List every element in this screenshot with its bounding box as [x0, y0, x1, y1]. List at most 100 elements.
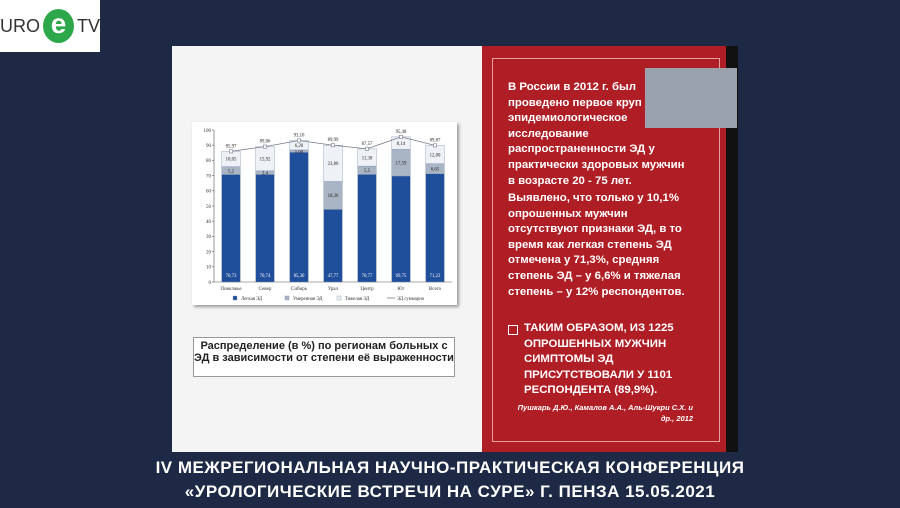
y-tick-label: 20: [206, 250, 212, 255]
chart-caption: Распределение (в %) по регионам больных …: [193, 337, 455, 377]
citation-line: др., 2012: [660, 414, 693, 423]
text-line: в возрасте 20 - 75 лет.: [508, 174, 632, 187]
value-label: 70,73: [226, 274, 237, 279]
value-label: 11,30: [362, 156, 373, 161]
text-line: Выявлено, что только у 10,1%: [508, 192, 680, 204]
text-line: РЕСПОНДЕНТА (89,9%).: [524, 384, 658, 397]
value-label: 8,14: [397, 142, 406, 147]
footer-line: «УРОЛОГИЧЕСКИЕ ВСТРЕЧИ НА СУРЕ» Г. ПЕНЗА…: [184, 482, 716, 501]
value-label: 6,20: [295, 144, 304, 149]
x-tick-label: Центр: [360, 287, 374, 292]
y-tick-label: 90: [206, 144, 212, 149]
text-line: опрошенных мужчин: [508, 207, 628, 220]
logo: URO e TV: [0, 0, 100, 52]
value-label: 12,00: [430, 153, 441, 158]
y-tick-label: 0: [209, 281, 212, 286]
y-tick-label: 10: [206, 266, 212, 271]
chart: 0 10 20 30 40 50 60 70 80 90 100 Поволжье 70,73 5,2 10…: [192, 122, 457, 305]
intro-text: В России в 2012 г. был проведено первое к…: [508, 80, 685, 189]
value-label: 5,2: [228, 169, 235, 174]
x-tick-label: Урал: [328, 287, 339, 292]
value-label: 6,65: [431, 167, 440, 172]
footer-line: IV МЕЖРЕГИОНАЛЬНАЯ НАУЧНО-ПРАКТИЧЕСКАЯ К…: [155, 458, 745, 477]
value-label: 2,4: [262, 171, 269, 176]
findings-text: Выявлено, что только у 10,1% опрошенных м…: [508, 191, 685, 300]
y-tick-label: 50: [206, 205, 212, 210]
bar-segment: [391, 175, 411, 283]
line-marker: [433, 143, 437, 148]
value-label: 85,97: [226, 144, 237, 149]
y-tick-label: 70: [206, 174, 212, 179]
text-line: отмечена у 71,3%, средняя: [508, 254, 660, 267]
x-tick-label: Юг: [397, 287, 404, 292]
value-label: 93,10: [294, 133, 305, 138]
line-marker: [263, 144, 267, 149]
legend-label: ЭД суммарно: [397, 297, 425, 302]
legend-swatch: [284, 295, 290, 301]
value-label: 10,05: [226, 158, 237, 163]
text-frame: [492, 58, 720, 442]
value-label: 5,5: [364, 169, 371, 174]
text-line: распространенности ЭД у: [508, 143, 655, 156]
logo-right: TV: [76, 15, 100, 36]
bar-segment: [289, 152, 309, 283]
citation: Пушкарь Д.Ю., Камалов А.А., Аль-Шукри С.…: [513, 402, 693, 424]
footer: IV МЕЖРЕГИОНАЛЬНАЯ НАУЧНО-ПРАКТИЧЕСКАЯ К…: [0, 456, 900, 504]
x-tick-label: Всего: [429, 287, 442, 292]
text-line: СИМПТОМЫ ЭД: [524, 353, 614, 366]
x-tick-label: Север: [259, 287, 272, 292]
text-line: эпидемиологическое: [508, 112, 628, 125]
value-label: 23,86: [328, 162, 339, 167]
webcam-video: [645, 68, 737, 128]
legend-label: Умеренная ЭД: [293, 297, 323, 302]
value-label: 89,99: [328, 138, 339, 143]
value-label: 18,36: [328, 194, 339, 199]
bar-segment: [425, 173, 445, 283]
value-label: 17,59: [396, 161, 407, 166]
x-tick-label: Поволжье: [220, 287, 242, 292]
text-line: практически здоровых мужчин: [508, 158, 685, 171]
y-tick-label: 100: [204, 129, 212, 134]
value-label: 89,87: [430, 138, 441, 143]
text-line: проведено первое круп: [508, 96, 642, 109]
value-label: 69,75: [396, 274, 407, 279]
line-marker: [229, 149, 233, 154]
line-marker: [365, 146, 369, 151]
x-tick-label: Сибирь: [291, 287, 308, 292]
y-tick-label: 30: [206, 235, 212, 240]
text-line: исследование: [508, 127, 589, 140]
legend-label: Тяжелая ЭД: [345, 297, 370, 302]
value-label: 15,92: [260, 158, 271, 163]
text-line: В России в 2012 г. был: [508, 81, 636, 93]
value-label: 87,57: [362, 142, 373, 147]
legend-label: Легкая ЭД: [241, 297, 263, 302]
legend-swatch: [336, 295, 342, 301]
value-label: 70,77: [362, 274, 373, 279]
bullet: [508, 325, 518, 335]
legend-swatch: [232, 295, 238, 301]
value-label: 70,74: [260, 274, 271, 279]
logo-left: URO: [0, 15, 40, 36]
citation-line: Пушкарь Д.Ю., Камалов А.А., Аль-Шукри С.…: [517, 403, 693, 412]
value-label: 71,22: [430, 274, 441, 279]
line-marker: [297, 138, 301, 143]
bar-segment: [221, 174, 241, 283]
value-label: 47,77: [328, 274, 339, 279]
bar-segment: [357, 174, 377, 283]
conclusion-text: ТАКИМ ОБРАЗОМ, ИЗ 1225 ОПРОШЕННЫХ МУЖЧИН С…: [524, 321, 674, 399]
value-label: 95,48: [396, 130, 407, 135]
text-line: время как легкая степень ЭД: [508, 238, 672, 251]
logo-mark: e: [43, 9, 74, 43]
text-line: ОПРОШЕННЫХ МУЖЧИН: [524, 337, 667, 350]
bar-segment: [323, 209, 343, 283]
line-marker: [399, 134, 403, 139]
value-label: 89,06: [260, 140, 271, 145]
y-tick-label: 60: [206, 190, 212, 195]
bar-segment: [255, 174, 275, 283]
text-line: степень – у 12% респондентов.: [508, 285, 685, 298]
y-tick-label: 80: [206, 159, 212, 164]
y-tick-label: 40: [206, 220, 212, 225]
value-label: 85,30: [294, 274, 305, 279]
text-line: степень ЭД – у 6,6% и тяжелая: [508, 269, 681, 282]
